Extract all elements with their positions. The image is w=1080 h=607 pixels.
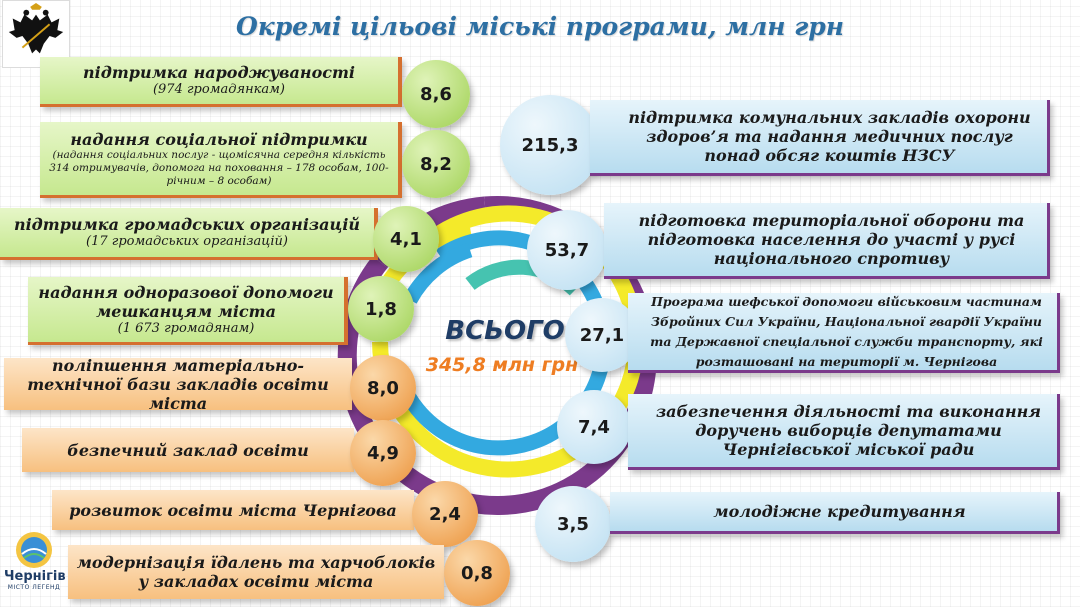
program-value-left-7: 2,4	[412, 481, 478, 547]
program-value-left-3: 4,1	[373, 206, 439, 272]
ring-yellow	[372, 205, 644, 478]
program-title: розвиток освіти міста Чернігова	[69, 500, 397, 520]
program-left-5: поліпшення матеріально-технічної бази за…	[4, 355, 352, 413]
coat-of-arms	[2, 0, 70, 68]
program-title: забезпечення діяльності та виконання дор…	[655, 402, 1042, 459]
total-label: ВСЬОГО	[445, 316, 565, 346]
program-value-right-2: 53,7	[527, 210, 607, 290]
program-title: безпечний заклад освіти	[67, 440, 309, 460]
program-title: надання соціальної підтримки	[70, 129, 368, 149]
program-title: підтримка народжуваності	[83, 63, 355, 82]
program-left-8: модернізація їдалень та харчоблоків у за…	[68, 545, 444, 599]
ring-blue	[390, 230, 612, 456]
program-sub: (1 673 громадянам)	[117, 320, 255, 336]
city-slogan: МІСТО ЛЕГЕНД	[7, 584, 61, 591]
city-name: Чернігів	[4, 569, 66, 584]
program-left-1: підтримка народжуваності (974 громадянка…	[40, 57, 402, 107]
page-title: Окремі цільові міські програми, млн грн	[236, 12, 844, 41]
program-value-left-1: 8,6	[402, 60, 470, 128]
program-value-left-6: 4,9	[350, 420, 416, 486]
program-title: Програма шефської допомоги військовим ча…	[650, 293, 1043, 369]
program-title: модернізація їдалень та харчоблоків у за…	[76, 553, 436, 591]
program-sub: (надання соціальних послуг - щомісячна с…	[49, 148, 389, 187]
program-value-left-4: 1,8	[348, 276, 414, 342]
program-title: надання одноразової допомоги мешканцям м…	[38, 282, 334, 321]
program-value-right-1: 215,3	[500, 95, 600, 195]
program-title: підтримка громадських організацій	[13, 215, 361, 234]
program-title: підтримка комунальних закладів охорони з…	[628, 108, 1031, 165]
program-right-3: Програма шефської допомоги військовим ча…	[628, 293, 1060, 373]
program-value-left-5: 8,0	[350, 355, 416, 421]
program-right-2: підготовка територіальної оборони та під…	[604, 203, 1050, 279]
program-title: поліпшення матеріально-технічної бази за…	[27, 355, 329, 413]
program-right-1: підтримка комунальних закладів охорони з…	[590, 100, 1050, 176]
program-sub: (974 громадянкам)	[152, 82, 286, 97]
total-value: 345,8 млн грн	[425, 354, 579, 376]
program-title: підготовка територіальної оборони та під…	[638, 211, 1025, 268]
program-right-4: забезпечення діяльності та виконання дор…	[628, 394, 1060, 470]
program-left-7: розвиток освіти міста Чернігова	[52, 490, 414, 530]
program-sub: (17 громадських організацій)	[86, 234, 288, 249]
program-value-left-2: 8,2	[402, 130, 470, 198]
program-value-left-8: 0,8	[444, 540, 510, 606]
program-value-right-5: 3,5	[535, 486, 611, 562]
program-title: молодіжне кредитування	[713, 502, 966, 521]
program-left-6: безпечний заклад освіти	[22, 428, 354, 472]
program-left-4: надання одноразової допомоги мешканцям м…	[28, 277, 348, 345]
city-emblem-icon	[16, 532, 52, 568]
program-left-2: надання соціальної підтримки (надання со…	[40, 122, 402, 198]
program-value-right-3: 27,1	[565, 298, 639, 372]
program-value-right-4: 7,4	[557, 390, 631, 464]
program-left-3: підтримка громадських організацій (17 гр…	[0, 208, 378, 260]
program-right-5: молодіжне кредитування	[610, 492, 1060, 534]
city-logo: Чернігів МІСТО ЛЕГЕНД	[4, 530, 66, 604]
double-headed-eagle-icon	[3, 1, 69, 67]
